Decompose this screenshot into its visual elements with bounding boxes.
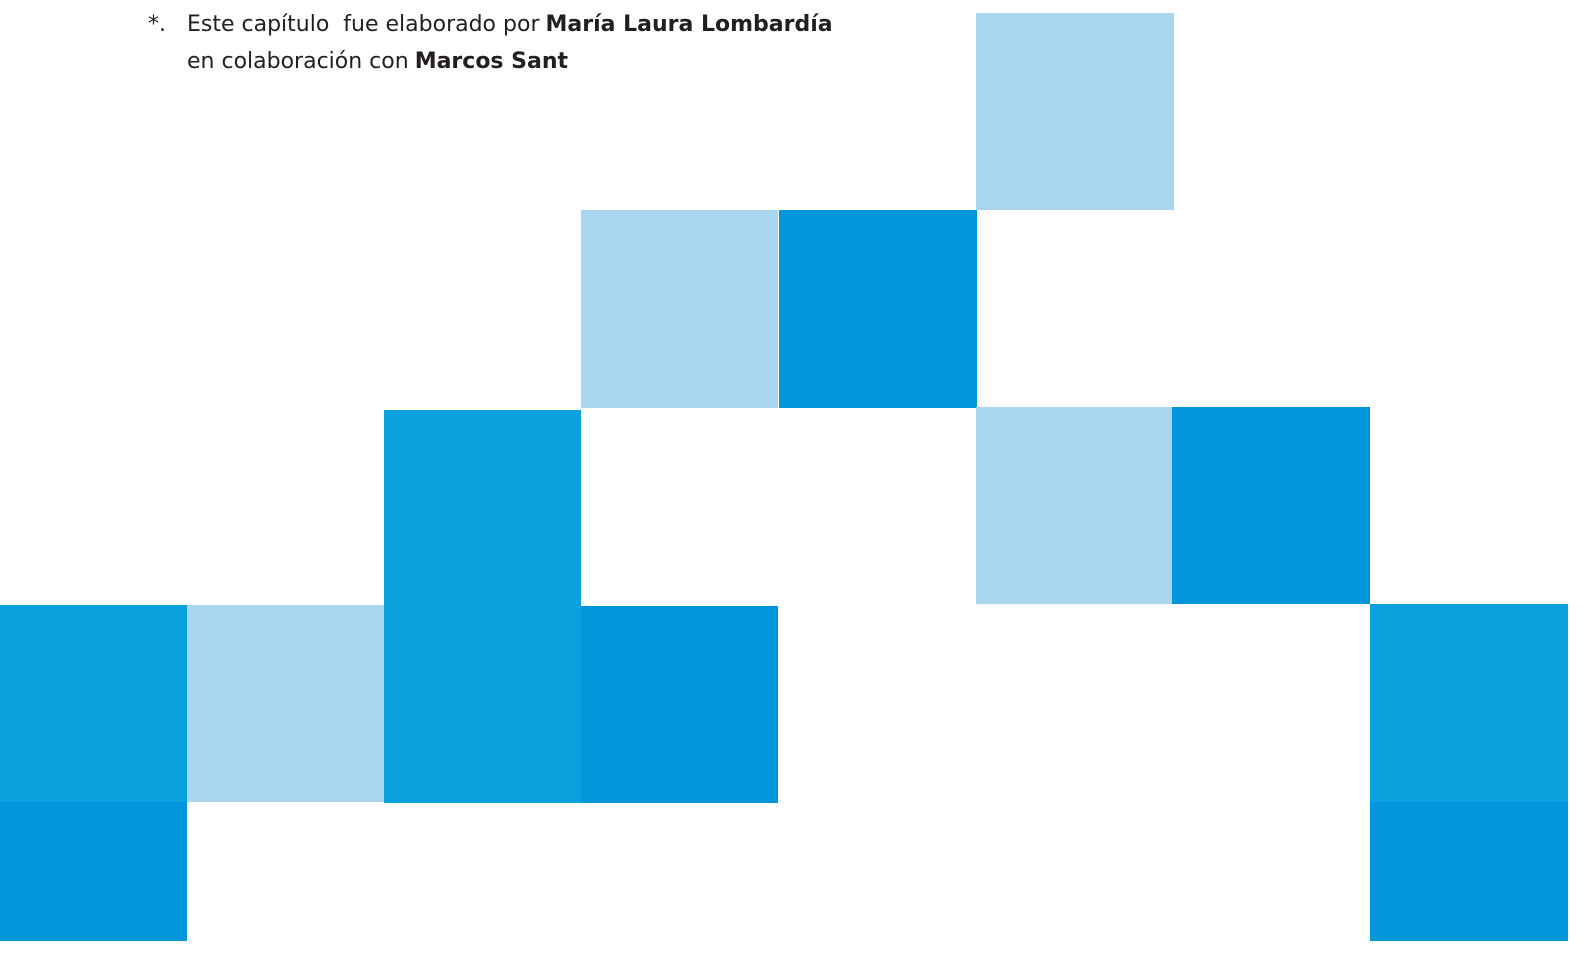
decor-square: [581, 606, 778, 803]
author-name: Marcos Sant: [414, 49, 569, 74]
decor-square: [581, 210, 778, 408]
author-name: María Laura Lombardía: [545, 12, 833, 37]
decor-square: [1370, 604, 1568, 802]
decor-square: [779, 210, 977, 408]
decor-square: [384, 410, 581, 803]
footnote: *. Este capítulo fue elaborado por María …: [148, 6, 833, 80]
footnote-line: en colaboración con Marcos Sant: [187, 43, 833, 80]
decor-square: [0, 802, 187, 941]
decor-square: [1370, 802, 1568, 941]
footnote-text: en colaboración con: [187, 49, 409, 74]
decor-square: [1172, 407, 1370, 604]
decor-square: [976, 407, 1172, 604]
footnote-text: Este capítulo fue elaborado por: [187, 12, 540, 37]
decor-square: [976, 13, 1174, 210]
footnote-line: Este capítulo fue elaborado por María Lau…: [187, 6, 833, 43]
decor-square: [0, 605, 187, 802]
decor-square: [187, 605, 384, 802]
footnote-marker: *.: [148, 12, 166, 37]
